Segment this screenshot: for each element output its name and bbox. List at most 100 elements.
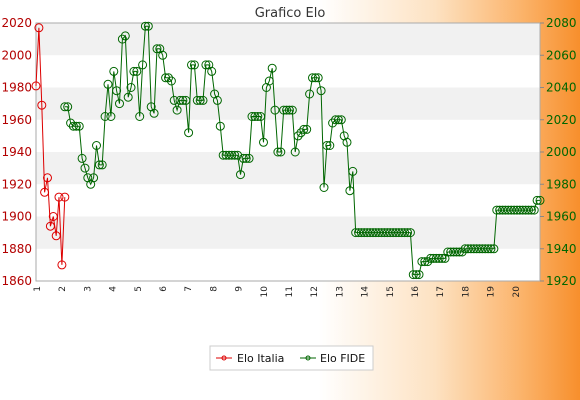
- data-point: [236, 170, 245, 180]
- data-point: [403, 228, 412, 238]
- data-point: [241, 153, 251, 163]
- data-point: [500, 205, 510, 215]
- data-point: [506, 205, 516, 215]
- data-point: [477, 244, 487, 254]
- data-point: [63, 102, 73, 112]
- data-point: [394, 228, 404, 238]
- data-point: [77, 153, 87, 163]
- data-point: [400, 228, 410, 238]
- right-tick-label: 2060: [546, 48, 577, 62]
- x-tick-label: 14: [361, 286, 371, 298]
- data-point: [201, 60, 211, 70]
- x-tick-label: 15: [386, 286, 396, 297]
- data-point: [426, 253, 436, 263]
- data-point: [480, 244, 490, 254]
- data-point: [140, 21, 150, 31]
- right-tick-label: 2040: [546, 81, 577, 95]
- data-point: [417, 257, 427, 267]
- data-point: [106, 112, 116, 121]
- grid-bands: [36, 23, 540, 249]
- right-axis: 1920 1940 1960 1980 2000 2020 2040 2060 2080: [540, 16, 577, 288]
- data-point: [282, 105, 292, 115]
- data-point: [126, 83, 136, 92]
- data-point: [515, 205, 525, 215]
- data-point: [175, 95, 185, 105]
- data-point: [92, 141, 101, 150]
- data-point: [345, 186, 355, 196]
- data-point: [377, 228, 387, 238]
- x-tick-label: 7: [184, 286, 194, 292]
- data-point: [529, 205, 539, 215]
- x-tick-label: 20: [512, 286, 522, 298]
- data-point: [475, 244, 484, 254]
- data-point: [60, 192, 70, 202]
- data-point: [385, 228, 395, 238]
- series-line: [35, 27, 66, 265]
- chart-title: Grafico Elo: [255, 6, 326, 21]
- data-point: [169, 95, 179, 105]
- legend-italia-label: Elo Italia: [237, 352, 284, 365]
- data-point: [103, 79, 113, 89]
- data-point: [97, 160, 107, 170]
- data-point: [264, 76, 274, 86]
- data-point: [109, 66, 119, 76]
- left-tick-label: 1980: [1, 81, 32, 95]
- x-tick-label: 8: [209, 286, 219, 292]
- data-point: [172, 105, 182, 115]
- data-point: [89, 173, 99, 183]
- left-tick-label: 1940: [1, 145, 32, 159]
- data-point: [40, 187, 50, 197]
- right-tick-label: 1960: [546, 210, 577, 224]
- data-point: [279, 105, 289, 115]
- data-point: [43, 173, 52, 183]
- data-point: [302, 124, 312, 134]
- x-axis: 1 2 3 4 5 6 7 8 9 10 11 12 13 14 15 16 17 18 19 20: [33, 286, 522, 298]
- data-point: [212, 95, 222, 105]
- left-tick-label: 1960: [1, 113, 32, 127]
- data-point: [270, 105, 280, 115]
- left-tick-label: 2000: [1, 48, 32, 62]
- right-tick-label: 1980: [546, 177, 577, 191]
- data-point: [368, 228, 378, 238]
- data-point: [446, 247, 456, 257]
- data-point: [143, 21, 153, 31]
- data-point: [129, 66, 139, 76]
- data-point: [388, 228, 398, 238]
- x-tick-label: 10: [260, 286, 270, 298]
- data-point: [290, 147, 300, 157]
- data-point: [437, 253, 447, 263]
- x-tick-label: 18: [461, 286, 471, 298]
- data-point: [71, 121, 81, 131]
- x-tick-label: 13: [335, 286, 345, 297]
- x-tick-label: 11: [285, 286, 295, 297]
- x-tick-label: 5: [134, 286, 144, 292]
- data-point: [391, 228, 401, 238]
- data-point: [218, 150, 228, 160]
- data-point: [423, 257, 433, 267]
- series-elo-fide: [60, 21, 545, 280]
- data-point: [66, 118, 76, 128]
- data-point: [112, 86, 122, 96]
- data-point: [152, 44, 162, 54]
- data-point: [431, 253, 441, 263]
- data-point: [253, 112, 263, 121]
- data-point: [158, 50, 168, 60]
- data-point: [463, 244, 473, 254]
- data-point: [221, 150, 231, 160]
- data-point: [310, 73, 320, 83]
- data-point: [371, 228, 381, 238]
- data-point: [94, 160, 104, 170]
- data-point: [195, 95, 205, 105]
- data-point: [287, 105, 297, 115]
- data-point: [319, 183, 329, 192]
- data-point: [166, 76, 176, 86]
- data-point: [524, 205, 533, 215]
- data-point: [117, 34, 127, 44]
- data-point: [526, 205, 536, 215]
- data-point: [247, 112, 257, 121]
- data-point: [74, 121, 84, 131]
- data-point: [322, 141, 332, 150]
- legend: Elo Italia Elo FIDE: [209, 345, 374, 371]
